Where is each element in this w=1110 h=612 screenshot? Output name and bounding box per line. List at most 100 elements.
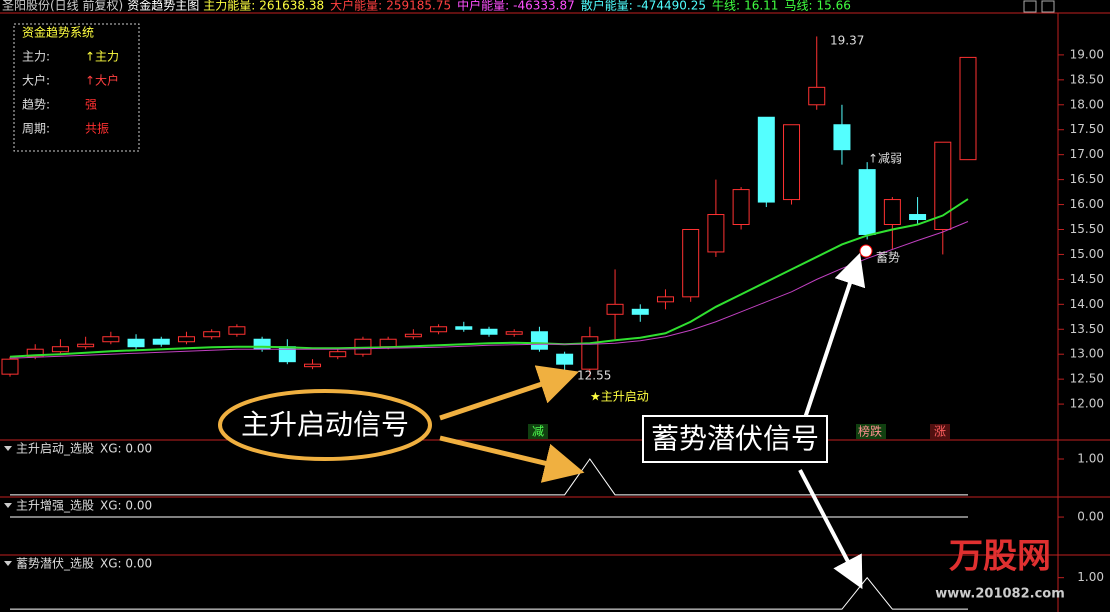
callout-text: 主升启动信号 — [241, 408, 409, 441]
callout — [642, 415, 828, 463]
y-tick-label: 16.50 — [1070, 172, 1104, 186]
callout-text: 蓄势潜伏信号 — [651, 422, 819, 455]
candle-body — [858, 169, 876, 235]
candle-body — [631, 308, 649, 315]
panel-label: 趋势: — [22, 98, 50, 112]
pane-icon — [4, 503, 12, 508]
pane-xg: XG: 0.00 — [100, 557, 152, 571]
y-tick-label: 14.00 — [1070, 297, 1104, 311]
y-tick-label: 16.00 — [1070, 197, 1104, 211]
pane-title: 主升启动_选股 — [16, 442, 94, 456]
candle-body — [682, 228, 700, 298]
pane-xg: XG: 0.00 — [100, 442, 152, 456]
candle-body — [556, 353, 574, 365]
candle-body — [430, 326, 448, 333]
panel-value: ↑大户 — [85, 73, 119, 88]
indicator-label: 大户能量: — [330, 0, 382, 13]
pane-icon — [4, 446, 12, 451]
low-label: 12.55 — [577, 369, 611, 383]
logo-url: www.201082.com — [935, 587, 1065, 602]
indicator-name: 资金趋势主图 — [127, 0, 199, 13]
candle-body — [732, 189, 750, 226]
candle-body — [51, 346, 69, 353]
indicator-value: 15.66 — [816, 0, 850, 13]
candle-body — [304, 363, 322, 368]
y-tick-label: 1.00 — [1077, 570, 1104, 584]
signal-line — [10, 576, 968, 610]
window-button[interactable] — [1023, 0, 1037, 13]
y-tick-label: 0.00 — [1077, 510, 1104, 524]
candle-body — [656, 296, 674, 303]
indicator-label: 散户能量: — [581, 0, 633, 13]
candle-body — [404, 333, 422, 338]
y-tick-label: 19.00 — [1070, 47, 1104, 61]
candle-body — [783, 124, 801, 201]
candle-body — [530, 331, 548, 350]
candle-body — [127, 338, 145, 348]
panel-label: 主力: — [22, 50, 50, 64]
candle-body — [77, 343, 95, 348]
signal-label: ★主升启动 — [590, 390, 649, 404]
indicator-label: 马线: — [784, 0, 812, 13]
y-tick-label: 17.50 — [1070, 122, 1104, 136]
candle-body — [883, 199, 901, 226]
logo-text: 万股网 — [949, 537, 1051, 577]
y-tick-label: 15.00 — [1070, 247, 1104, 261]
signal-label: 榜跌 — [858, 424, 882, 439]
stock-name: 圣阳股份(日线 前复权) — [2, 0, 123, 13]
candle-body — [102, 336, 120, 343]
candle-body — [203, 331, 221, 338]
indicator-value: 16.11 — [744, 0, 778, 13]
candle-body — [1, 358, 19, 375]
info-panel — [13, 23, 140, 152]
candle-body — [934, 141, 952, 230]
candle-body — [808, 86, 826, 106]
indicator-value: -46333.87 — [513, 0, 575, 13]
y-tick-label: 17.00 — [1070, 147, 1104, 161]
signal-label: 蓄势 — [876, 251, 900, 265]
candle-body — [959, 56, 977, 161]
indicator-value: 261638.38 — [259, 0, 324, 13]
candle-body — [707, 214, 725, 253]
signal-line — [10, 458, 968, 496]
y-tick-label: 1.00 — [1077, 452, 1104, 466]
signal-label: 涨 — [934, 424, 946, 439]
indicator-label: 牛线: — [712, 0, 740, 13]
candle-body — [606, 303, 624, 315]
pane-title: 主升增强_选股 — [16, 499, 94, 513]
sub-panes: 主升启动_选股 XG: 0.00 1.00 主升增强_选股 XG: 0.00 0.00 蓄势… — [4, 442, 1104, 610]
indicator-label: 主力能量: — [203, 0, 255, 13]
y-tick-label: 12.00 — [1070, 397, 1104, 411]
panel-value: 强 — [85, 98, 97, 112]
ma-line — [9, 221, 969, 359]
indicator-value: -474490.25 — [637, 0, 706, 13]
header: 圣阳股份(日线 前复权) 资金趋势主图 主力能量: 261638.38 大户能量: 259… — [2, 0, 851, 13]
signal-icon — [859, 244, 873, 258]
panel-label: 大户: — [22, 73, 50, 88]
candle-body — [581, 336, 599, 370]
panel-label: 周期: — [22, 122, 50, 136]
y-tick-label: 13.00 — [1070, 347, 1104, 361]
candle-body — [152, 338, 170, 345]
candle-body — [228, 326, 246, 335]
y-tick-label: 18.00 — [1070, 97, 1104, 111]
pane-xg: XG: 0.00 — [100, 499, 152, 513]
high-label: 19.37 — [830, 34, 864, 48]
pane-icon — [4, 561, 12, 566]
signal-box — [930, 424, 950, 439]
candle-body — [757, 116, 775, 203]
candle-body — [177, 336, 195, 343]
candle-body — [455, 326, 473, 330]
callout-arrow — [803, 252, 866, 419]
candle-body — [833, 124, 851, 151]
candle-body — [480, 328, 498, 335]
callout-arrow — [439, 365, 579, 421]
callout-arrow — [798, 469, 863, 590]
callout-arrow — [439, 435, 585, 483]
main-plot: 12.00 12.50 13.00 13.50 14.00 14.50 15.00 15.50… — [1, 36, 1104, 411]
window-button[interactable] — [1041, 0, 1055, 13]
signal-box — [856, 424, 886, 439]
